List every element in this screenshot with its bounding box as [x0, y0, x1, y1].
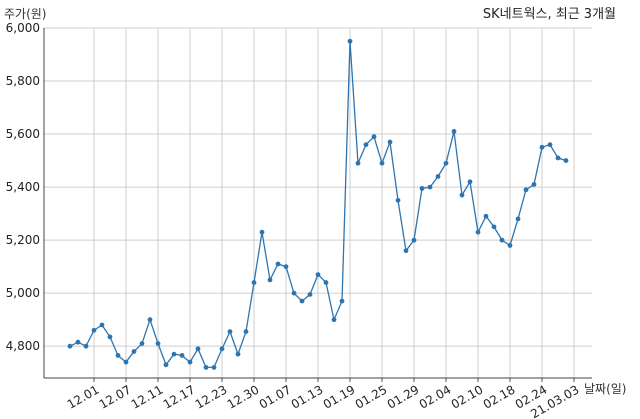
price-point — [475, 229, 481, 235]
price-point — [299, 298, 305, 304]
y-tick-label: 5,600 — [6, 127, 40, 141]
price-point — [451, 129, 457, 134]
price-point — [91, 327, 97, 333]
price-point — [99, 322, 105, 328]
price-point — [539, 144, 545, 150]
price-point — [507, 243, 513, 248]
price-point — [123, 359, 129, 365]
x-tick-label: 01.29 — [385, 382, 422, 411]
price-point — [259, 229, 265, 235]
y-tick-label: 4,800 — [6, 339, 40, 353]
price-point — [251, 280, 257, 285]
price-point — [227, 329, 233, 334]
price-point — [435, 174, 441, 179]
price-point — [235, 351, 241, 357]
price-point — [283, 264, 289, 270]
price-point — [267, 277, 273, 283]
price-point — [459, 192, 465, 198]
price-point — [211, 364, 217, 370]
price-point — [499, 237, 505, 243]
chart-title: SK네트웍스, 최근 3개월 — [483, 7, 616, 22]
price-point — [443, 160, 449, 166]
y-tick-label: 5,200 — [6, 233, 40, 247]
price-point — [155, 341, 161, 346]
price-point — [275, 261, 281, 267]
price-point — [419, 186, 425, 191]
price-point — [75, 339, 81, 345]
x-tick-label: 01.07 — [257, 382, 294, 411]
x-tick-label: 12.30 — [225, 382, 262, 411]
x-axis-label: 날짜(일) — [584, 382, 626, 396]
x-tick-label: 01.13 — [289, 382, 326, 411]
x-tick-label: 01.25 — [353, 382, 390, 411]
price-point — [371, 134, 377, 140]
price-point — [163, 362, 169, 368]
price-point — [363, 142, 369, 148]
price-point — [339, 298, 345, 304]
price-point — [395, 197, 401, 203]
x-tick-label: 02.18 — [481, 382, 518, 411]
price-point — [187, 359, 193, 365]
y-axis-label: 주가(원) — [4, 7, 46, 21]
price-point — [67, 343, 73, 349]
x-tick-label: 02.04 — [417, 382, 454, 411]
price-point — [243, 329, 249, 334]
price-point — [491, 224, 497, 230]
y-tick-label: 5,000 — [6, 286, 40, 300]
price-point — [83, 343, 89, 349]
price-point — [203, 364, 209, 370]
price-point — [547, 142, 553, 148]
price-point — [411, 237, 417, 243]
price-point — [115, 353, 121, 358]
price-point — [139, 341, 145, 346]
x-tick-label: 12.07 — [97, 382, 134, 411]
price-point — [427, 184, 433, 190]
price-point — [379, 160, 385, 166]
grid — [44, 27, 592, 378]
x-tick-label: 02.10 — [449, 382, 486, 411]
price-point — [323, 280, 329, 285]
price-point — [387, 139, 393, 145]
price-point — [307, 292, 313, 297]
x-tick-label: 12.23 — [193, 382, 230, 411]
x-tick-label: 01.19 — [321, 382, 358, 411]
x-tick-label: 12.17 — [161, 382, 198, 411]
price-point — [515, 216, 521, 222]
price-point — [331, 317, 337, 323]
price-point — [107, 334, 113, 340]
price-point — [219, 346, 225, 352]
price-point — [523, 187, 529, 193]
price-point — [355, 160, 361, 166]
x-tick-label: 12.11 — [129, 382, 166, 411]
y-tick-label: 6,000 — [6, 21, 40, 35]
price-point — [147, 317, 153, 323]
price-point — [467, 179, 473, 185]
price-point — [171, 351, 177, 357]
price-point — [195, 346, 201, 352]
x-tick-label: 12.01 — [65, 382, 102, 411]
price-point — [403, 248, 409, 254]
price-point — [563, 158, 569, 163]
series-line — [67, 38, 569, 370]
price-point — [315, 272, 321, 277]
price-point — [555, 155, 561, 161]
labels: SK네트웍스, 최근 3개월 주가(원) 날짜(일) — [4, 7, 626, 396]
price-point — [179, 353, 185, 358]
price-point — [291, 290, 297, 296]
price-point — [483, 213, 489, 219]
price-point — [531, 182, 537, 187]
price-point — [131, 349, 137, 354]
price-point — [347, 38, 353, 44]
y-tick-label: 5,400 — [6, 180, 40, 194]
y-tick-label: 5,800 — [6, 74, 40, 88]
